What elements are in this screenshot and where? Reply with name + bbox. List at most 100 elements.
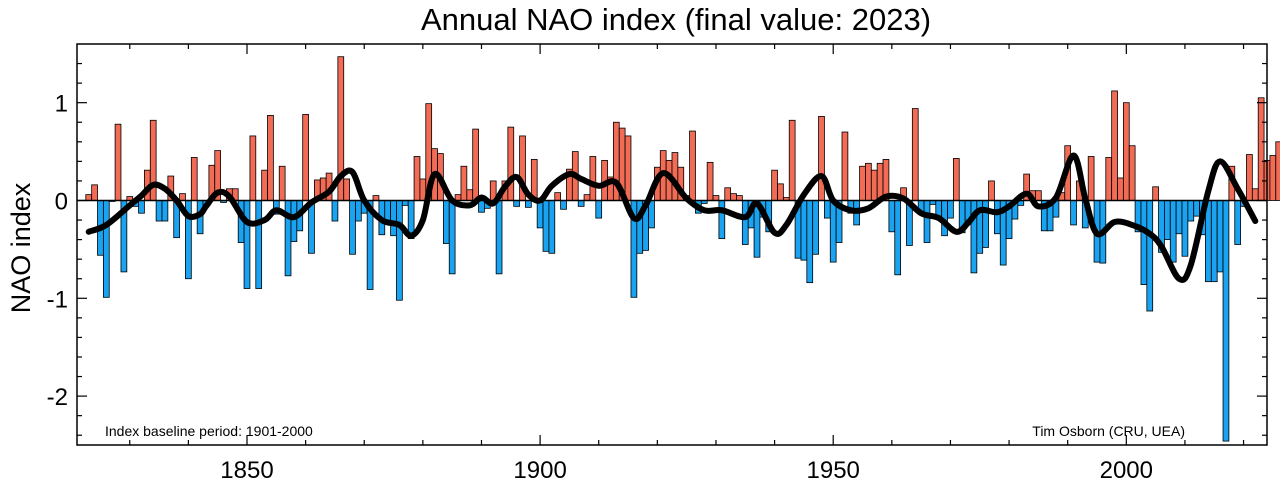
- x-tick-label: 1950: [807, 457, 860, 484]
- bar-2003: [1140, 200, 1148, 286]
- bar-1902: [548, 200, 556, 254]
- bar-1991: [1070, 200, 1077, 226]
- bar-1858: [290, 200, 298, 242]
- bar-1957: [870, 169, 878, 201]
- bar-1985: [1035, 190, 1042, 201]
- bar-1898: [525, 200, 532, 208]
- bar-2016: [1216, 200, 1224, 273]
- bar-1907: [577, 200, 585, 207]
- bar-1947: [812, 200, 819, 255]
- y-tick-label: 1: [55, 91, 68, 118]
- bar-1971: [952, 158, 960, 201]
- bar-1946: [806, 200, 814, 284]
- bar-1868: [349, 200, 356, 255]
- bar-1901: [542, 200, 550, 252]
- bar-1874: [384, 200, 392, 222]
- bar-1850: [243, 200, 251, 289]
- bar-1890: [478, 200, 485, 213]
- bar-1952: [841, 131, 849, 201]
- bar-1869: [355, 200, 362, 222]
- bar-2012: [1193, 200, 1200, 217]
- bar-1879: [413, 156, 421, 201]
- y-axis-label: NAO index: [6, 182, 36, 313]
- bar-1853: [261, 169, 268, 201]
- bar-1887: [460, 165, 468, 201]
- bar-1909: [589, 156, 597, 201]
- bar-1968: [935, 200, 943, 217]
- bar-1943: [788, 119, 796, 201]
- bar-1867: [343, 178, 350, 201]
- bar-2023: [1257, 97, 1265, 201]
- bar-1865: [331, 200, 339, 222]
- plot-frame: [76, 43, 1268, 446]
- bar-1888: [466, 189, 474, 201]
- bar-1835: [155, 200, 163, 222]
- baseline-annotation: Index baseline period: 1901-2000: [105, 423, 313, 439]
- bar-1875: [390, 200, 397, 237]
- bar-1998: [1111, 90, 1118, 201]
- bar-1903: [554, 192, 562, 201]
- bar-1895: [507, 126, 515, 201]
- bar-1823: [85, 194, 93, 201]
- bar-2000: [1122, 102, 1130, 201]
- bar-2021: [1246, 154, 1253, 201]
- bar-1828: [114, 123, 122, 201]
- smoothed-line: [85, 152, 1259, 283]
- bar-1876: [396, 200, 403, 301]
- bar-1861: [308, 200, 315, 254]
- bar-1836: [161, 200, 169, 222]
- bar-2015: [1210, 200, 1218, 283]
- bar-1841: [190, 157, 198, 201]
- bar-1935: [741, 200, 749, 245]
- bar-2001: [1128, 145, 1136, 201]
- x-tick-label: 2000: [1100, 457, 1153, 484]
- bar-1910: [595, 200, 603, 219]
- bar-1885: [448, 200, 456, 275]
- axes-group: 1850 1900 1950 2000 -2 -1 0 1: [47, 43, 1268, 484]
- bar-1964: [911, 108, 919, 201]
- bar-2009: [1175, 200, 1183, 235]
- bar-1978: [994, 200, 1001, 235]
- bar-2019: [1234, 200, 1242, 245]
- bar-2026: [1275, 141, 1280, 201]
- bar-1958: [876, 162, 884, 201]
- bar-2008: [1169, 200, 1177, 263]
- bar-1932: [724, 187, 732, 201]
- bar-1832: [138, 200, 145, 214]
- bar-1900: [536, 200, 544, 229]
- y-tick-label: 0: [55, 188, 68, 215]
- bar-1966: [923, 200, 931, 243]
- bar-1999: [1117, 177, 1124, 201]
- bar-1929: [706, 161, 714, 201]
- bar-1824: [91, 184, 98, 201]
- bar-1896: [513, 200, 520, 207]
- bar-2007: [1164, 200, 1171, 241]
- bar-1839: [179, 193, 186, 201]
- bar-1856: [278, 165, 286, 201]
- smooth-line-group: [85, 152, 1259, 283]
- bar-1950: [829, 200, 837, 263]
- bar-2014: [1205, 200, 1212, 283]
- bar-2011: [1187, 200, 1195, 222]
- bar-1904: [560, 200, 567, 210]
- bar-2005: [1152, 186, 1159, 201]
- bar-1931: [718, 200, 726, 240]
- bar-1860: [302, 114, 309, 201]
- bar-1884: [442, 200, 450, 244]
- bar-1960: [888, 200, 896, 233]
- bar-1852: [255, 200, 263, 289]
- bar-1961: [894, 200, 902, 276]
- bar-1977: [988, 180, 995, 201]
- bar-1948: [818, 115, 825, 201]
- bars-group: [85, 56, 1280, 442]
- x-tick-label: 1900: [513, 457, 566, 484]
- bar-1940: [771, 169, 778, 201]
- y-tick-label: -2: [47, 384, 68, 411]
- bar-1956: [865, 162, 872, 201]
- bar-1893: [495, 200, 503, 275]
- bar-1926: [689, 130, 696, 201]
- y-tick-label: -1: [47, 286, 68, 313]
- bar-1994: [1087, 156, 1095, 201]
- bar-1826: [102, 200, 110, 298]
